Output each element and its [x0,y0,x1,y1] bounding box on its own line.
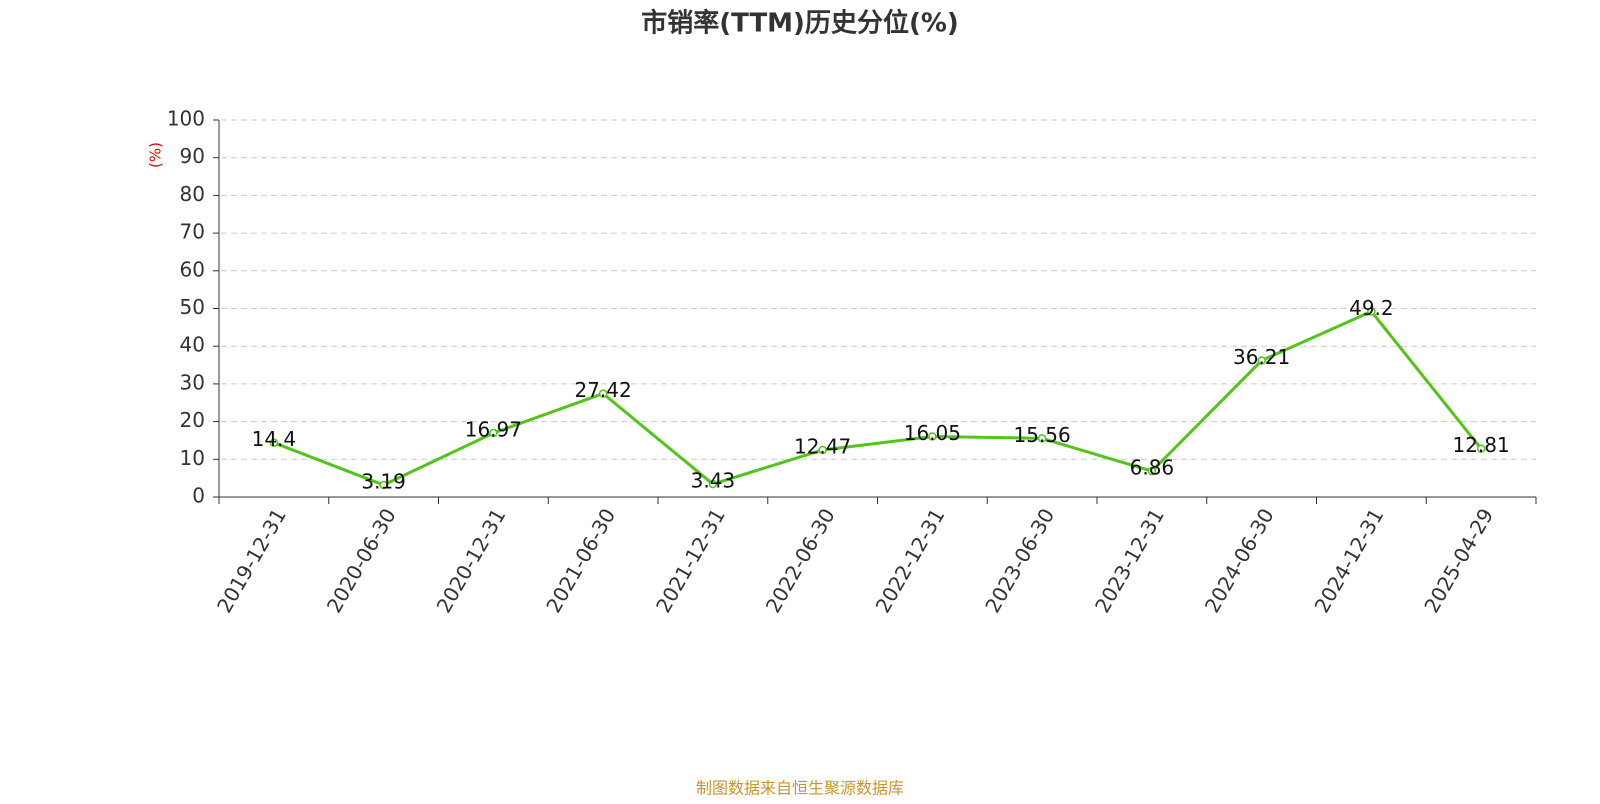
point [818,445,827,455]
line [273,309,1483,487]
y-tick-label: 100 [167,107,205,131]
y-tick-label: 30 [180,370,205,394]
value-label: 14.4 [252,427,297,451]
y-tick-label: 20 [180,408,205,432]
value-label: 6.86 [1130,456,1175,480]
y-tick-label: 80 [180,182,205,206]
chart-title: 市销率(TTM)历史分位(%) [641,8,959,39]
point [269,438,279,447]
point [928,432,937,441]
x-tick-label: 2024-12-31 [1310,504,1389,617]
value-label: 3.19 [361,469,406,493]
x-tick-label: 2025-04-29 [1419,504,1498,617]
x-tick-label: 2023-06-30 [980,504,1059,617]
x-tick-label: 2021-06-30 [541,504,620,617]
value-label: 16.05 [904,421,961,445]
y-axis-label: (%) [147,142,165,168]
value-label: 12.47 [794,434,851,458]
value-label: 36.21 [1233,345,1290,369]
point [1367,307,1376,316]
y-tick-label: 40 [180,333,205,357]
x-tick-label: 2024-06-30 [1200,504,1279,617]
x-tick-label: 2019-12-31 [212,504,291,617]
point [708,479,718,489]
point [598,389,608,398]
point [1476,444,1486,453]
value-label: 15.56 [1013,423,1070,447]
y-tick-label: 50 [180,295,205,319]
y-tick-label: 60 [180,257,205,281]
source-note: 制图数据来自恒生聚源数据库 [696,779,904,798]
y-tick-label: 0 [192,484,205,508]
x-tick-label: 2020-12-31 [432,504,511,617]
y-tick-label: 10 [180,446,205,470]
value-label: 3.43 [691,469,736,493]
value-label: 12.81 [1452,433,1509,457]
point [489,428,498,438]
point [1257,356,1266,365]
x-tick-label: 2020-06-30 [322,504,401,617]
y-tick-label: 90 [180,144,205,168]
point [1037,434,1047,443]
point [1147,466,1157,476]
x-tick-label: 2021-12-31 [651,504,730,617]
x-tick-label: 2023-12-31 [1090,504,1169,617]
value-label: 27.42 [574,378,631,402]
x-tick-label: 2022-12-31 [871,504,950,617]
value-label: 16.97 [465,418,522,442]
y-tick-label: 70 [180,220,205,244]
point [379,480,388,490]
value-label: 49.2 [1349,296,1394,320]
x-tick-label: 2022-06-30 [761,504,840,617]
